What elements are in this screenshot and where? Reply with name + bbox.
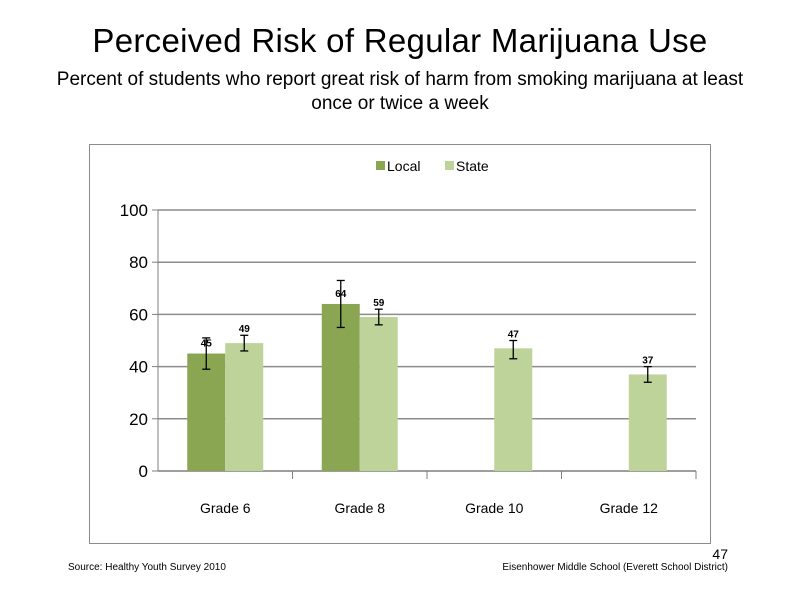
source-note: Source: Healthy Youth Survey 2010 xyxy=(68,562,226,573)
slide-title: Perceived Risk of Regular Marijuana Use xyxy=(92,22,708,59)
x-tick-label: Grade 10 xyxy=(465,500,524,516)
school-note: Eisenhower Middle School (Everett School… xyxy=(502,562,728,573)
x-tick-label: Grade 8 xyxy=(334,500,385,516)
chart-frame xyxy=(89,144,711,544)
bar-local-grade-8 xyxy=(321,303,360,471)
x-tick-label: Grade 12 xyxy=(600,500,659,516)
y-tick-label: 60 xyxy=(129,305,148,324)
legend-label-state: State xyxy=(456,158,489,174)
y-tick-label: 0 xyxy=(139,462,148,481)
slide-subtitle: Percent of students who report great ris… xyxy=(56,69,744,114)
data-label: 47 xyxy=(508,329,520,340)
page-number: 47 xyxy=(712,546,728,562)
legend-swatch-state xyxy=(445,161,454,170)
bar-local-grade-6 xyxy=(187,353,226,471)
bar-state-grade-12 xyxy=(628,374,667,471)
data-label: 49 xyxy=(239,324,251,335)
data-label: 45 xyxy=(201,339,213,350)
data-label: 64 xyxy=(335,289,347,300)
bar-state-grade-6 xyxy=(225,343,264,471)
y-tick-label: 20 xyxy=(129,410,148,429)
data-label: 59 xyxy=(373,298,385,309)
y-tick-label: 40 xyxy=(129,358,148,377)
x-tick-label: Grade 6 xyxy=(200,500,251,516)
y-tick-label: 100 xyxy=(120,201,148,220)
bar-state-grade-10 xyxy=(494,348,533,471)
bar-state-grade-8 xyxy=(359,317,398,471)
y-tick-label: 80 xyxy=(129,253,148,272)
legend-swatch-local xyxy=(376,161,385,170)
legend-label-local: Local xyxy=(387,158,420,174)
data-label: 37 xyxy=(642,355,654,366)
